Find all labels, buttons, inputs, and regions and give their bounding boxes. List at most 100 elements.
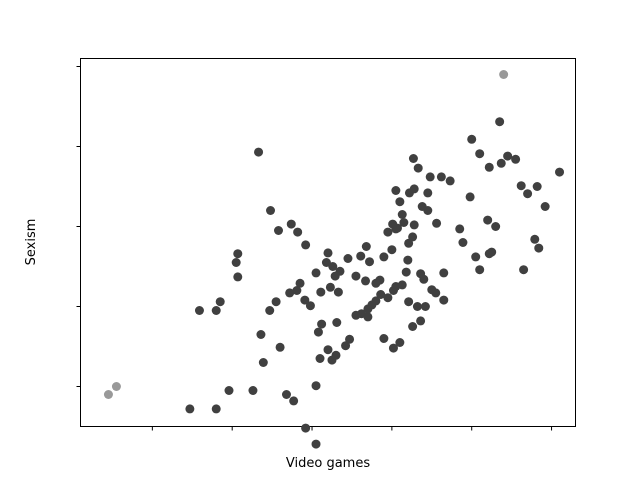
point-s0-92 <box>305 301 315 311</box>
point-s0-30 <box>361 242 371 251</box>
point-s0-105 <box>293 227 303 237</box>
point-s0-62 <box>523 189 533 199</box>
point-s0-125 <box>467 134 477 144</box>
point-s0-126 <box>484 249 494 259</box>
point-s0-120 <box>233 272 243 282</box>
point-s0-95 <box>285 288 295 298</box>
point-s0-119 <box>233 249 243 259</box>
point-s0-16 <box>325 282 335 292</box>
point-s0-47 <box>432 218 442 228</box>
point-s0-122 <box>458 238 468 247</box>
point-s0-24 <box>363 312 373 322</box>
point-s0-51 <box>465 192 475 202</box>
point-s0-127 <box>530 234 540 244</box>
point-s0-97 <box>265 306 275 315</box>
point-s0-86 <box>343 254 353 263</box>
point-s0-79 <box>420 302 430 311</box>
point-s0-108 <box>254 147 264 157</box>
point-s0-124 <box>516 181 526 191</box>
point-s0-64 <box>534 243 544 253</box>
point-s0-3 <box>281 390 291 399</box>
point-s0-14 <box>332 318 342 327</box>
point-s0-68 <box>404 238 414 248</box>
x-axis-label: Video games <box>286 456 370 471</box>
point-s0-55 <box>491 222 501 231</box>
point-s0-80 <box>416 316 426 326</box>
point-s0-77 <box>431 288 441 298</box>
point-s0-2 <box>258 358 268 367</box>
point-s0-78 <box>439 295 449 305</box>
point-s0-5 <box>275 342 285 352</box>
point-s0-82 <box>395 338 405 347</box>
point-s0-96 <box>271 297 281 307</box>
point-s0-70 <box>401 267 411 277</box>
point-s0-48 <box>436 172 446 182</box>
point-s0-118 <box>295 278 305 288</box>
point-s0-104 <box>274 226 283 235</box>
point-s0-49 <box>445 176 455 186</box>
point-s0-63 <box>540 202 550 211</box>
point-s0-67 <box>408 232 418 242</box>
point-s0-129 <box>532 182 542 191</box>
point-s0-112 <box>371 278 381 288</box>
point-s0-32 <box>383 227 393 237</box>
point-s0-39 <box>399 218 409 227</box>
point-s0-106 <box>301 240 311 250</box>
point-s0-121 <box>439 268 449 278</box>
point-s0-111 <box>361 276 371 286</box>
point-s1-0 <box>103 390 113 399</box>
point-s0-60 <box>484 162 494 172</box>
point-s0-6 <box>301 423 311 433</box>
point-s0-113 <box>376 290 386 299</box>
plot-frame <box>80 58 576 427</box>
point-s0-114 <box>383 293 393 303</box>
point-s0-52 <box>471 252 481 262</box>
point-s0-20 <box>341 341 351 351</box>
point-s0-33 <box>387 245 397 255</box>
point-s0-109 <box>266 206 276 215</box>
point-s0-0 <box>224 386 234 395</box>
point-s0-89 <box>321 258 331 267</box>
point-s0-29 <box>356 251 366 261</box>
point-s0-56 <box>496 158 506 168</box>
point-s0-21 <box>345 334 355 344</box>
point-s1-1 <box>111 382 121 391</box>
point-s0-131 <box>417 202 427 211</box>
point-s0-31 <box>379 252 389 262</box>
point-s0-8 <box>315 354 325 363</box>
y-axis-label: Sexism <box>24 219 39 266</box>
point-s0-73 <box>388 286 398 295</box>
point-s0-116 <box>412 302 422 311</box>
point-s0-87 <box>335 266 345 276</box>
point-s0-123 <box>483 215 493 225</box>
point-s0-44 <box>413 163 423 173</box>
x-ticks <box>151 426 553 431</box>
point-s0-53 <box>475 265 485 275</box>
point-s0-100 <box>194 306 204 315</box>
point-s0-107 <box>286 219 296 229</box>
point-s0-26 <box>371 296 381 306</box>
point-s0-43 <box>408 154 418 163</box>
point-s0-40 <box>391 186 401 195</box>
point-s0-58 <box>495 117 505 127</box>
point-s0-84 <box>379 334 389 343</box>
point-s0-130 <box>555 167 565 177</box>
point-s0-12 <box>331 350 341 360</box>
point-s0-42 <box>409 184 419 194</box>
point-s0-91 <box>311 268 321 278</box>
point-s0-15 <box>313 327 323 337</box>
point-s0-85 <box>363 304 373 314</box>
point-s1-2 <box>499 70 509 79</box>
point-s0-83 <box>388 343 398 353</box>
point-s0-81 <box>408 322 418 331</box>
point-s0-50 <box>455 224 465 234</box>
point-s0-61 <box>511 154 521 164</box>
point-s0-94 <box>292 286 302 295</box>
point-s0-101 <box>185 404 195 414</box>
point-s0-66 <box>409 220 419 230</box>
point-s0-98 <box>211 306 221 315</box>
point-s0-90 <box>316 287 326 297</box>
point-s0-46 <box>423 188 433 198</box>
point-s0-99 <box>215 297 225 307</box>
